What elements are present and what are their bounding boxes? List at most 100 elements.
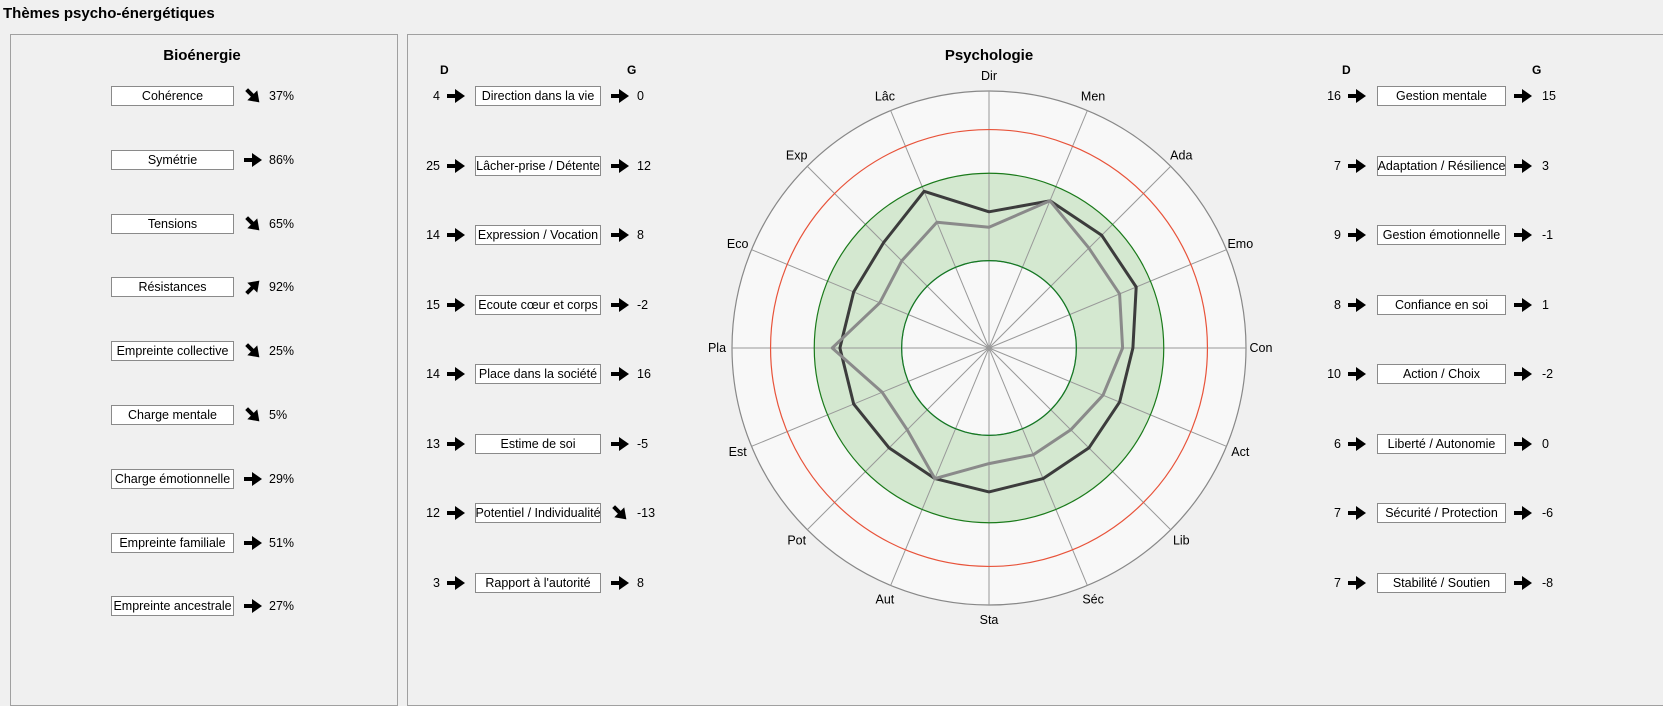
- psy-left-d-value: 3: [433, 575, 440, 590]
- down-right-arrow-icon: [243, 343, 263, 359]
- psy-right-item-button[interactable]: Gestion émotionnelle: [1377, 225, 1506, 245]
- psy-left-item-button[interactable]: Place dans la société: [475, 364, 601, 384]
- psy-left-g-value: 8: [637, 575, 644, 590]
- psy-right-d-value: 10: [1327, 367, 1341, 381]
- psy-left-d-value: 15: [426, 297, 440, 312]
- bio-item-button[interactable]: Charge mentale: [111, 405, 234, 425]
- bio-item-value: 25%: [269, 344, 295, 359]
- psy-right-item-button[interactable]: Adaptation / Résilience: [1377, 155, 1506, 176]
- psy-left-item-button[interactable]: Lâcher-prise / Détente: [475, 155, 601, 176]
- bio-item-button[interactable]: Empreinte familiale: [111, 532, 234, 553]
- psy-left-g-value: 16: [637, 367, 651, 381]
- right-arrow-icon: [1347, 505, 1367, 521]
- radar-axis-label: Exp: [786, 149, 808, 163]
- psy-right-g-value: 1: [1542, 297, 1549, 312]
- psy-left-g-value: -5: [637, 436, 649, 451]
- psy-left-item-button[interactable]: Expression / Vocation: [475, 225, 601, 245]
- radar-axis-label: Pot: [787, 533, 806, 547]
- bio-item-button[interactable]: Symétrie: [111, 149, 234, 170]
- radar-axis-line: [988, 347, 1172, 531]
- psy-left-item-button[interactable]: Rapport à l'autorité: [475, 572, 601, 593]
- psy-right-d-value: 9: [1334, 228, 1341, 242]
- psy-right-item-button[interactable]: Gestion mentale: [1377, 86, 1506, 106]
- psy-left-d-value: 12: [426, 506, 440, 520]
- psy-right-item-button[interactable]: Action / Choix: [1377, 364, 1506, 384]
- psy-left-g-value: 12: [637, 158, 651, 173]
- radar-axis-line: [806, 165, 990, 349]
- right-header-d: D: [1342, 63, 1351, 77]
- bio-item-button[interactable]: Empreinte collective: [111, 341, 234, 362]
- radar-axis-label: Lib: [1173, 533, 1190, 547]
- psy-right-g-value: -8: [1542, 575, 1554, 590]
- radar-green-outer-ring: [813, 172, 1165, 524]
- psy-right-d-value: 16: [1327, 89, 1341, 103]
- radar-axis-line: [988, 165, 1172, 349]
- radar-axis-line: [988, 347, 1088, 586]
- right-arrow-icon: [1347, 575, 1367, 591]
- left-header-d: D: [440, 63, 449, 77]
- radar-red-ring: [769, 128, 1209, 568]
- right-arrow-icon: [1513, 575, 1533, 591]
- psy-right-item-button[interactable]: Stabilité / Soutien: [1377, 572, 1506, 593]
- radar-axis-line: [988, 347, 1227, 447]
- radar-axis-label: Act: [1231, 445, 1250, 459]
- radar-axis-line: [988, 249, 1227, 349]
- right-arrow-icon: [1513, 88, 1533, 104]
- psy-left-d-value: 13: [426, 436, 440, 451]
- right-arrow-icon: [1513, 436, 1533, 452]
- psy-right-g-value: 3: [1542, 158, 1549, 173]
- bio-item-value: 51%: [269, 535, 295, 550]
- right-arrow-icon: [1347, 227, 1367, 243]
- right-arrow-icon: [1347, 436, 1367, 452]
- radar-axis-line: [751, 347, 990, 447]
- bio-item-button[interactable]: Cohérence: [111, 86, 234, 106]
- psychologie-title: Psychologie: [944, 47, 1034, 64]
- psy-left-g-value: -2: [637, 297, 649, 312]
- down-right-arrow-icon: [610, 505, 630, 521]
- bio-item-value: 29%: [269, 471, 295, 486]
- right-arrow-icon: [610, 575, 630, 591]
- psy-right-item-button[interactable]: Liberté / Autonomie: [1377, 433, 1506, 454]
- psy-right-item-button[interactable]: Confiance en soi: [1377, 294, 1506, 315]
- right-arrow-icon: [446, 575, 466, 591]
- psy-right-g-value: -1: [1542, 228, 1554, 242]
- right-arrow-icon: [243, 598, 263, 614]
- bio-item-button[interactable]: Résistances: [111, 277, 234, 298]
- bio-item-button[interactable]: Empreinte ancestrale: [111, 596, 234, 617]
- right-arrow-icon: [1513, 158, 1533, 174]
- bio-item-value: 5%: [269, 408, 288, 422]
- psy-left-item-button[interactable]: Ecoute cœur et corps: [475, 294, 601, 315]
- psy-right-d-value: 8: [1334, 297, 1341, 312]
- bio-item-value: 86%: [269, 152, 295, 167]
- right-arrow-icon: [610, 366, 630, 382]
- right-arrow-icon: [446, 366, 466, 382]
- psy-right-item-button[interactable]: Sécurité / Protection: [1377, 503, 1506, 523]
- down-right-arrow-icon: [243, 407, 263, 423]
- right-arrow-icon: [243, 471, 263, 487]
- right-arrow-icon: [1513, 366, 1533, 382]
- radar-axis-label: Sta: [980, 613, 999, 627]
- right-arrow-icon: [610, 227, 630, 243]
- psy-right-g-value: -6: [1542, 506, 1554, 520]
- radar-axis-label: Est: [729, 445, 748, 459]
- radar-axis-label: Emo: [1227, 237, 1253, 251]
- bio-item-button[interactable]: Tensions: [111, 213, 234, 234]
- psy-left-d-value: 14: [426, 367, 440, 381]
- radar-axis-line: [890, 347, 990, 586]
- bio-item-value: 27%: [269, 599, 295, 614]
- right-arrow-icon: [610, 297, 630, 313]
- right-arrow-icon: [1513, 227, 1533, 243]
- bio-item-button[interactable]: Charge émotionnelle: [111, 468, 234, 489]
- radar-axis-line: [806, 347, 990, 531]
- psy-left-item-button[interactable]: Direction dans la vie: [475, 86, 601, 106]
- radar-chart: Dir Men Ada Emo Con Act Lib Séc Sta Aut Pot Est Pla E…: [708, 69, 1273, 627]
- psy-left-d-value: 14: [426, 228, 440, 242]
- right-header-g: G: [1532, 63, 1542, 77]
- psy-left-item-button[interactable]: Estime de soi: [475, 433, 601, 454]
- psy-left-g-value: -13: [637, 506, 656, 520]
- right-arrow-icon: [1347, 366, 1367, 382]
- psy-left-item-button[interactable]: Potentiel / Individualité: [475, 503, 601, 523]
- radar-axis-label: Men: [1081, 90, 1105, 104]
- psy-left-g-value: 0: [637, 89, 644, 103]
- psy-right-g-value: 0: [1542, 436, 1549, 451]
